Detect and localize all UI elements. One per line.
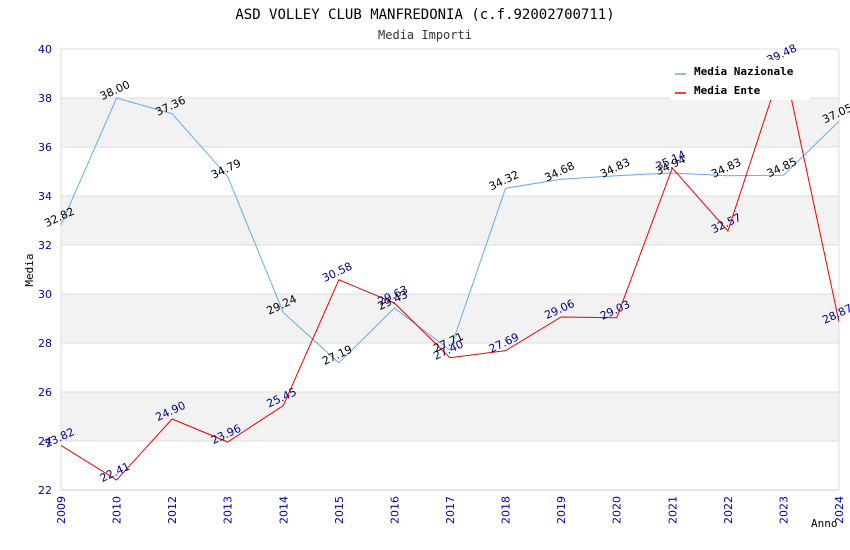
legend: Media Nazionale Media Ente bbox=[670, 60, 810, 100]
x-tick-label: 2024 bbox=[833, 496, 846, 524]
y-axis: 22 24 26 28 30 32 34 36 38 40 bbox=[38, 43, 52, 497]
x-tick-label: 2009 bbox=[55, 496, 68, 524]
grid-band bbox=[61, 196, 839, 245]
grid-band bbox=[61, 98, 839, 147]
y-tick-label: 36 bbox=[38, 141, 52, 154]
y-tick-label: 32 bbox=[38, 239, 52, 252]
plot-background bbox=[61, 49, 839, 490]
legend-label: Media Ente bbox=[694, 84, 761, 97]
y-tick-label: 30 bbox=[38, 288, 52, 301]
x-axis: 2009 2010 2012 2013 2014 2015 2016 2017 2018 2019… bbox=[55, 496, 846, 524]
x-tick-label: 2015 bbox=[333, 496, 346, 524]
y-tick-label: 28 bbox=[38, 337, 52, 350]
x-tick-label: 2022 bbox=[722, 496, 735, 524]
y-tick-label: 26 bbox=[38, 386, 52, 399]
y-tick-label: 34 bbox=[38, 190, 52, 203]
x-tick-label: 2010 bbox=[111, 496, 124, 524]
x-axis-label: Anno bbox=[811, 517, 838, 530]
y-tick-label: 40 bbox=[38, 43, 52, 56]
y-tick-label: 24 bbox=[38, 435, 52, 448]
grid-band bbox=[61, 392, 839, 441]
series-lines bbox=[60, 59, 840, 481]
chart-subtitle: Media Importi bbox=[378, 28, 472, 42]
x-tick-label: 2019 bbox=[555, 496, 568, 524]
y-axis-label: Media bbox=[23, 253, 36, 286]
legend-box bbox=[670, 60, 810, 100]
x-tick-label: 2023 bbox=[777, 496, 790, 524]
x-tick-label: 2020 bbox=[611, 496, 624, 524]
series-line-2 bbox=[60, 59, 840, 481]
x-tick-label: 2017 bbox=[444, 496, 457, 524]
x-tick-label: 2012 bbox=[166, 496, 179, 524]
chart-title: ASD VOLLEY CLUB MANFREDONIA (c.f.9200270… bbox=[235, 7, 614, 23]
series-line-1 bbox=[60, 97, 840, 364]
x-tick-label: 2018 bbox=[500, 496, 513, 524]
y-tick-label: 22 bbox=[38, 484, 52, 497]
legend-label: Media Nazionale bbox=[694, 65, 794, 78]
y-tick-label: 38 bbox=[38, 92, 52, 105]
x-tick-label: 2014 bbox=[277, 496, 290, 524]
x-tick-label: 2021 bbox=[666, 496, 679, 524]
x-tick-label: 2016 bbox=[388, 496, 401, 524]
x-tick-label: 2013 bbox=[222, 496, 235, 524]
grid-band bbox=[61, 294, 839, 343]
grid bbox=[60, 48, 840, 491]
